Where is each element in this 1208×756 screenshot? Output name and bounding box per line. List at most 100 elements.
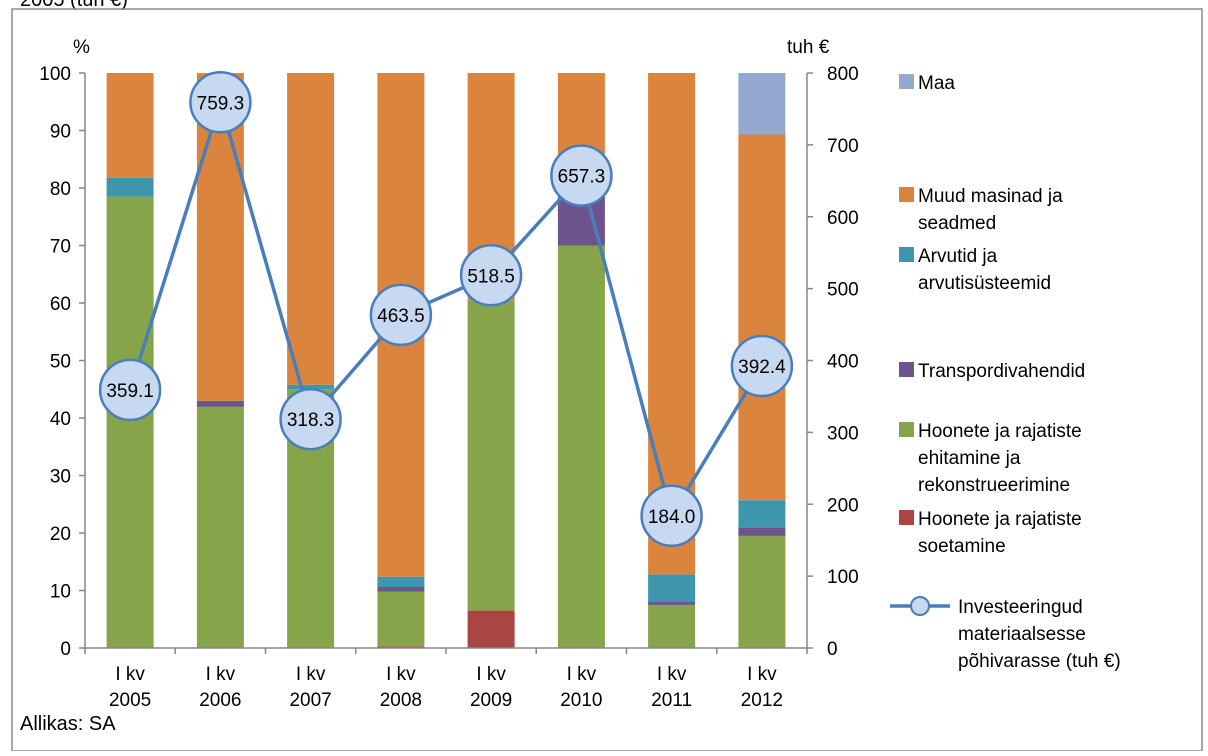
left-tick-label-9: 90: [50, 122, 71, 143]
investment-point-2: [279, 387, 342, 451]
legend-label-2-line0: Arvutid ja: [918, 246, 998, 267]
legend-label-5-line0: Hoonete ja rajatiste: [918, 509, 1082, 530]
bar-segment-s2-c7: [738, 527, 786, 536]
bar-segment-s1-c4: [467, 300, 515, 611]
legend-label-4-line0: Hoonete ja rajatiste: [918, 421, 1082, 442]
source-note: Allikas: SA: [20, 713, 116, 735]
x-tick-label-2-line1: I kv: [296, 664, 326, 685]
investment-point-5: [550, 144, 613, 207]
left-tick-label-5: 50: [50, 352, 71, 373]
left-tick-label-2: 20: [50, 524, 71, 545]
bars-layer: [106, 73, 786, 649]
investment-point-0: [98, 358, 162, 422]
bar-segment-s3-c0: [106, 177, 154, 197]
bar-segment-s5-c7: [738, 73, 786, 135]
legend-label-5-line1: soetamine: [918, 536, 1006, 557]
left-tick-label-7: 70: [50, 237, 71, 258]
x-tick-label-0-line2: 2005: [109, 690, 151, 711]
bar-segment-s1-c5: [557, 245, 605, 648]
bar-segment-s4-c2: [287, 73, 335, 385]
right-tick-label-8: 800: [827, 64, 859, 85]
x-tick-label-2-line2: 2007: [289, 690, 331, 711]
left-axis-unit: %: [73, 37, 90, 58]
investment-point-1: [189, 71, 252, 134]
right-tick-label-6: 600: [827, 208, 859, 229]
header-fragment: 2005 (tuh €): [20, 0, 128, 11]
bar-segment-s1-c0: [106, 196, 154, 648]
bar-segment-s4-c0: [106, 73, 154, 178]
legend-swatch-3: [899, 362, 914, 377]
x-tick-label-1-line1: I kv: [206, 664, 236, 685]
investment-line: [128, 100, 764, 518]
legend-label-0-line0: Maa: [918, 73, 955, 94]
investment-point-3: [369, 283, 433, 347]
x-tick-label-3-line1: I kv: [386, 664, 416, 685]
bar-segment-s0-c3: [377, 646, 425, 648]
legend-label-4-line1: ehitamine ja: [918, 448, 1021, 469]
legend-label-2-line1: arvutisüsteemid: [918, 273, 1051, 294]
x-tick-label-3-line2: 2008: [380, 690, 422, 711]
legend-label-3-line0: Transpordivahendid: [918, 361, 1085, 382]
investment-data-label-6: 184.0: [648, 507, 696, 528]
legend-marker-6: [910, 596, 930, 616]
investment-data-label-3: 463.5: [377, 306, 425, 327]
x-tick-label-6-line1: I kv: [657, 664, 687, 685]
legend-label-6-line2: põhivarasse (tuh €): [958, 651, 1121, 672]
investment-data-label-4: 518.5: [467, 266, 515, 287]
investment-point-4: [459, 244, 523, 307]
legend-swatch-2: [899, 247, 914, 262]
left-tick-label-0: 0: [60, 639, 71, 660]
bar-segment-s0-c4: [467, 610, 515, 648]
legend-label-6-line0: Investeeringud: [958, 597, 1083, 618]
right-tick-label-5: 500: [827, 280, 859, 301]
investment-data-label-0: 359.1: [106, 381, 154, 402]
left-tick-label-4: 40: [50, 409, 71, 430]
right-tick-label-3: 300: [827, 423, 859, 444]
bar-segment-s1-c6: [648, 604, 696, 648]
bar-segment-s1-c1: [196, 406, 244, 648]
right-tick-label-4: 400: [827, 352, 859, 373]
legend-label-4-line2: rekonstrueerimine: [918, 475, 1070, 496]
axes-layer: 0 10 20 30 40 50 60 70 80 90 100 0 100 200 300 400 500 60…: [39, 64, 858, 711]
bar-segment-s1-c3: [377, 591, 425, 647]
x-tick-label-1-line2: 2006: [199, 690, 241, 711]
left-tick-label-8: 80: [50, 179, 71, 200]
bar-segment-s3-c2: [287, 384, 335, 390]
x-tick-label-0-line1: I kv: [115, 664, 145, 685]
left-tick-label-1: 10: [50, 582, 71, 603]
left-tick-label-6: 60: [50, 294, 71, 315]
left-tick-label-3: 30: [50, 467, 71, 488]
x-tick-label-7-line2: 2012: [741, 690, 783, 711]
x-tick-label-4-line2: 2009: [470, 690, 512, 711]
legend: Maa Muud masinad ja seadmed Arvutid ja arvut…: [890, 73, 1121, 672]
investment-point-6: [640, 484, 703, 548]
legend-label-1-line0: Muud masinad ja: [918, 186, 1063, 207]
bar-segment-s2-c3: [377, 587, 425, 592]
investment-data-label-1: 759.3: [197, 93, 245, 114]
bar-segment-s3-c7: [738, 500, 786, 528]
right-axis-unit: tuh €: [787, 37, 830, 58]
bar-segment-s2-c1: [196, 400, 244, 407]
bar-segment-s4-c7: [738, 134, 786, 501]
legend-label-6-line1: materiaalsesse: [958, 624, 1086, 645]
line-layer: 359.1 759.3 318.3 463.5 518.5 657.3 184.0 392.4: [98, 71, 794, 548]
x-tick-label-4-line1: I kv: [476, 664, 506, 685]
bar-segment-s2-c6: [648, 602, 696, 605]
x-tick-label-7-line1: I kv: [747, 664, 777, 685]
investment-data-label-2: 318.3: [287, 410, 335, 431]
bar-segment-s1-c7: [738, 535, 786, 648]
legend-swatch-1: [899, 187, 914, 202]
right-tick-label-7: 700: [827, 136, 859, 157]
legend-swatch-4: [899, 422, 914, 437]
left-tick-label-10: 100: [39, 64, 71, 85]
right-tick-label-0: 0: [827, 639, 838, 660]
investment-data-label-7: 392.4: [738, 357, 786, 378]
legend-swatch-0: [899, 74, 914, 89]
right-tick-label-1: 100: [827, 567, 859, 588]
investment-point-7: [730, 334, 794, 398]
legend-label-1-line1: seadmed: [918, 213, 996, 234]
right-tick-label-2: 200: [827, 495, 859, 516]
investment-data-label-5: 657.3: [558, 167, 606, 188]
